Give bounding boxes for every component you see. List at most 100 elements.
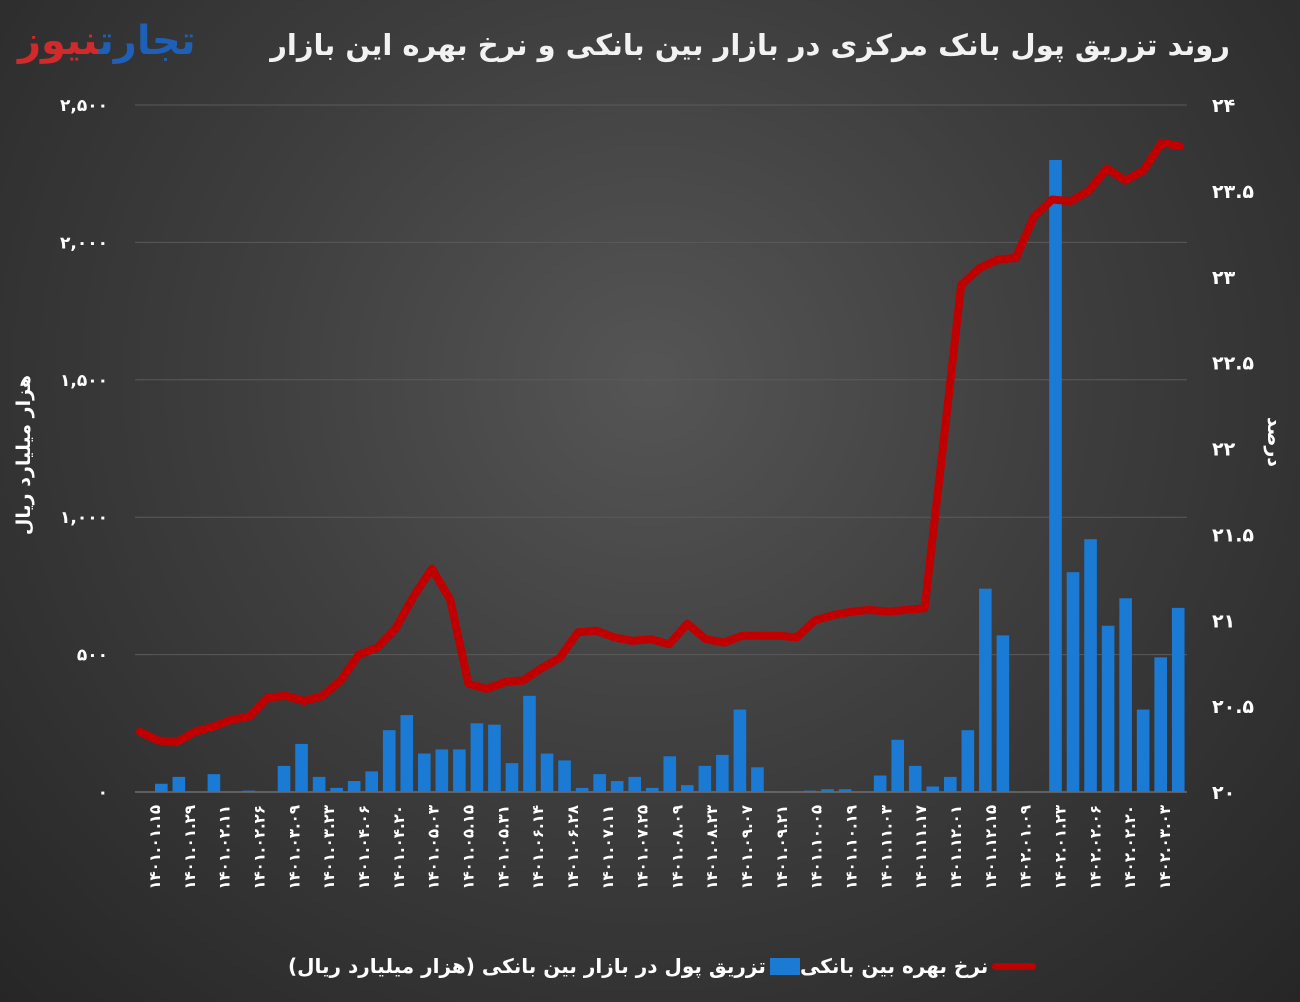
bar: [1171, 607, 1185, 792]
x-tick: ۱۴۰۱.۰۳.۰۹: [285, 805, 303, 890]
x-tick: ۱۴۰۱.۰۷.۲۵: [634, 805, 652, 890]
x-tick: ۱۴۰۲.۰۳.۰۳: [1156, 805, 1174, 890]
bar: [417, 753, 431, 792]
bar-layer: [154, 159, 1185, 792]
x-tick: ۱۴۰۱.۰۵.۳۱: [494, 805, 512, 890]
x-tick: ۱۴۰۱.۰۲.۲۶: [251, 805, 269, 890]
y-tick-right: ۲۱: [1212, 610, 1235, 632]
bar: [1066, 572, 1080, 792]
y-tick-right: ۲۱.۵: [1212, 524, 1254, 546]
y-tick-right: ۲۲.۵: [1212, 353, 1254, 375]
x-tick: ۱۴۰۱.۱۲.۰۱: [947, 805, 965, 890]
bar: [943, 776, 957, 792]
bar: [558, 760, 571, 792]
x-tick: ۱۴۰۱.۰۱.۱۵: [146, 805, 164, 890]
bar: [680, 785, 694, 792]
bar: [1101, 625, 1115, 792]
bar: [733, 709, 747, 792]
y-tick-left: ۱,۰۰۰: [60, 508, 108, 528]
bar: [365, 771, 379, 792]
bar: [575, 787, 589, 792]
bar: [505, 763, 519, 792]
line-layer: [136, 138, 1184, 747]
x-tick: ۱۴۰۲.۰۱.۲۳: [1052, 805, 1070, 890]
y-tick-left: ۰: [98, 783, 108, 803]
bar: [645, 787, 659, 792]
bar: [540, 753, 554, 792]
bar: [961, 730, 975, 792]
y-axis-right-title: درصد: [1263, 417, 1285, 467]
legend: تزریق پول در بازار بین بانکی (هزار میلیا…: [0, 950, 1300, 990]
grid-layer: [135, 104, 1187, 793]
bar: [908, 765, 922, 792]
axis-x: ۱۴۰۱.۰۱.۱۵ ۱۴۰۱.۰۱.۲۹ ۱۴۰۱.۰۲.۱۱ ۱۴۰۱.۰۲.۲۶…: [146, 805, 1174, 890]
x-tick: ۱۴۰۱.۱۱.۱۷: [912, 805, 930, 890]
x-tick: ۱۴۰۱.۱۱.۰۳: [877, 805, 895, 890]
bar: [716, 754, 729, 792]
x-tick: ۱۴۰۲.۰۲.۲۰: [1121, 805, 1139, 890]
bar: [821, 789, 834, 792]
x-tick: ۱۴۰۱.۰۹.۲۱: [773, 805, 791, 890]
bar: [1049, 159, 1062, 792]
y-tick-left: ۲,۰۰۰: [60, 233, 108, 253]
bar: [242, 790, 256, 792]
x-tick: ۱۴۰۱.۱۰.۱۹: [843, 805, 861, 890]
bar: [628, 776, 642, 792]
bar: [453, 749, 466, 792]
y-tick-left: ۱,۵۰۰: [60, 371, 108, 391]
x-tick: ۱۴۰۱.۰۹.۰۷: [738, 805, 756, 890]
bar: [838, 789, 852, 792]
bar: [803, 790, 817, 792]
bar: [1084, 539, 1097, 792]
y-axis-left-title: هزار میلیارد ریال: [13, 375, 35, 535]
legend-label-bars: تزریق پول در بازار بین بانکی (هزار میلیا…: [288, 954, 766, 978]
axis-right: ۲۰ ۲۰.۵ ۲۱ ۲۱.۵ ۲۲ ۲۲.۵ ۲۳ ۲۳.۵ ۲۴: [1212, 95, 1254, 804]
y-tick-right: ۲۴: [1212, 95, 1235, 117]
legend-item-line: نرخ بهره بین بانکی: [800, 954, 1037, 978]
x-tick: ۱۴۰۱.۰۸.۰۹: [668, 805, 686, 890]
bar: [470, 723, 484, 792]
bar: [891, 739, 905, 792]
logo: تجارتنیوز: [18, 18, 197, 64]
bar: [400, 715, 414, 792]
x-tick: ۱۴۰۱.۰۲.۱۱: [216, 805, 234, 890]
y-tick-left: ۲,۵۰۰: [60, 96, 108, 116]
x-tick: ۱۴۰۱.۰۷.۱۱: [599, 805, 617, 890]
bar: [873, 775, 887, 792]
bar: [295, 743, 308, 792]
bar: [277, 765, 291, 792]
x-tick: ۱۴۰۱.۰۸.۲۳: [703, 805, 721, 890]
x-tick: ۱۴۰۱.۰۴.۰۶: [355, 805, 373, 890]
x-tick: ۱۴۰۱.۰۶.۱۴: [529, 805, 547, 890]
y-tick-right: ۲۳.۵: [1212, 181, 1254, 203]
x-tick: ۱۴۰۱.۰۱.۲۹: [181, 805, 199, 890]
legend-label-line: نرخ بهره بین بانکی: [800, 954, 989, 978]
bar: [347, 781, 361, 792]
bar: [330, 787, 343, 792]
legend-item-bars: تزریق پول در بازار بین بانکی (هزار میلیا…: [288, 954, 800, 978]
bar: [1136, 709, 1150, 792]
bar: [663, 756, 677, 792]
bar: [172, 776, 186, 792]
y-tick-left: ۵۰۰: [77, 646, 108, 666]
bar: [435, 749, 449, 792]
bar: [312, 776, 326, 792]
x-tick: ۱۴۰۱.۰۴.۲۰: [390, 805, 408, 890]
axis-left: ۰ ۵۰۰ ۱,۰۰۰ ۱,۵۰۰ ۲,۰۰۰ ۲,۵۰۰: [60, 96, 108, 803]
x-tick: ۱۴۰۲.۰۲.۰۶: [1086, 805, 1104, 890]
bar: [523, 695, 536, 792]
logo-part-red: نیوز: [18, 18, 100, 64]
bar: [382, 730, 396, 792]
bar: [488, 724, 501, 792]
rate-line: [136, 138, 1184, 747]
chart-title: روند تزریق پول بانک مرکزی در بازار بین ب…: [270, 28, 1230, 62]
x-tick: ۱۴۰۱.۰۵.۰۳: [425, 805, 443, 890]
y-tick-right: ۲۲: [1212, 439, 1236, 461]
x-tick: ۱۴۰۱.۰۶.۲۸: [564, 805, 582, 890]
bar: [1119, 598, 1132, 792]
x-tick: ۱۴۰۱.۱۲.۱۵: [982, 805, 1000, 890]
bar: [610, 781, 624, 792]
y-tick-right: ۲۳: [1212, 267, 1236, 289]
bar: [751, 767, 764, 792]
